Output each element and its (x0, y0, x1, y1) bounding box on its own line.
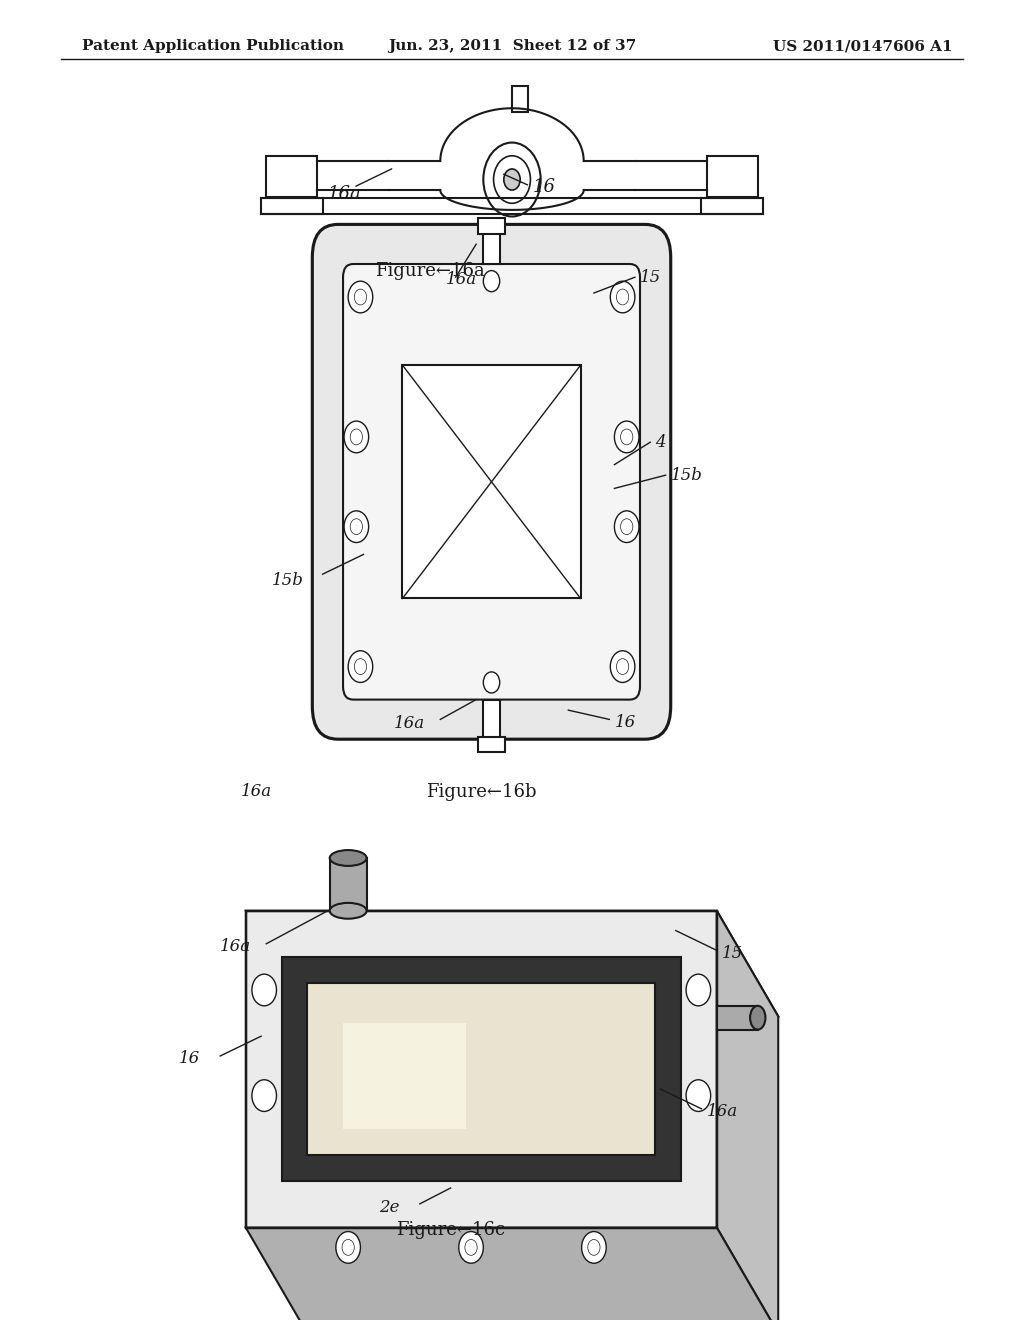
FancyBboxPatch shape (343, 264, 640, 700)
Text: 16a: 16a (394, 715, 425, 731)
Bar (307, 983, 655, 1155)
Text: Figure←16b: Figure←16b (426, 783, 537, 801)
Text: 2e: 2e (379, 1200, 399, 1216)
Circle shape (616, 289, 629, 305)
FancyBboxPatch shape (312, 224, 671, 739)
Circle shape (621, 519, 633, 535)
Circle shape (354, 659, 367, 675)
Circle shape (686, 974, 711, 1006)
Circle shape (504, 169, 520, 190)
Circle shape (588, 1239, 600, 1255)
Circle shape (348, 651, 373, 682)
Bar (483, 700, 500, 739)
Circle shape (336, 1232, 360, 1263)
Text: Figure←16a: Figure←16a (375, 261, 485, 280)
Text: US 2011/0147606 A1: US 2011/0147606 A1 (773, 40, 952, 53)
Circle shape (348, 281, 373, 313)
FancyBboxPatch shape (266, 156, 317, 197)
Bar (717, 1006, 758, 1030)
Text: 15b: 15b (271, 573, 303, 589)
Text: 16a: 16a (220, 939, 251, 954)
Circle shape (344, 511, 369, 543)
Circle shape (483, 143, 541, 216)
Polygon shape (246, 911, 778, 1016)
Circle shape (582, 1232, 606, 1263)
Text: 16a: 16a (445, 272, 476, 288)
Circle shape (621, 429, 633, 445)
Ellipse shape (330, 850, 367, 866)
Circle shape (465, 1239, 477, 1255)
Circle shape (252, 974, 276, 1006)
Text: 16: 16 (614, 714, 636, 730)
Bar (343, 1023, 466, 1129)
Bar (701, 198, 763, 214)
Text: 16a: 16a (241, 784, 271, 800)
Bar (478, 218, 505, 234)
FancyBboxPatch shape (707, 156, 758, 197)
Polygon shape (246, 911, 717, 1228)
Bar (282, 957, 681, 1181)
Text: 16a: 16a (328, 185, 361, 203)
Ellipse shape (750, 1006, 765, 1030)
Polygon shape (246, 1228, 778, 1320)
Polygon shape (717, 911, 778, 1320)
Circle shape (616, 659, 629, 675)
Circle shape (354, 289, 367, 305)
Circle shape (350, 519, 362, 535)
Circle shape (610, 281, 635, 313)
Bar (402, 366, 581, 598)
Circle shape (483, 672, 500, 693)
Text: 16: 16 (179, 1051, 201, 1067)
Circle shape (686, 1080, 711, 1111)
Text: Jun. 23, 2011  Sheet 12 of 37: Jun. 23, 2011 Sheet 12 of 37 (388, 40, 636, 53)
Circle shape (494, 156, 530, 203)
Text: 16a: 16a (707, 1104, 737, 1119)
Text: 15b: 15b (671, 467, 702, 483)
Circle shape (350, 429, 362, 445)
Circle shape (344, 421, 369, 453)
Text: 15: 15 (640, 269, 662, 285)
Bar (483, 224, 500, 264)
Circle shape (614, 511, 639, 543)
Text: 15: 15 (722, 945, 743, 961)
Circle shape (610, 651, 635, 682)
Circle shape (252, 1080, 276, 1111)
Ellipse shape (330, 903, 367, 919)
Bar (512, 86, 528, 112)
Text: Patent Application Publication: Patent Application Publication (82, 40, 344, 53)
Text: Figure←16c: Figure←16c (396, 1221, 505, 1239)
Bar (330, 858, 367, 911)
Circle shape (614, 421, 639, 453)
Circle shape (459, 1232, 483, 1263)
Circle shape (342, 1239, 354, 1255)
Bar (478, 737, 505, 752)
Circle shape (483, 271, 500, 292)
Bar (261, 198, 323, 214)
Text: 4: 4 (655, 434, 666, 450)
Text: 16: 16 (532, 178, 555, 197)
